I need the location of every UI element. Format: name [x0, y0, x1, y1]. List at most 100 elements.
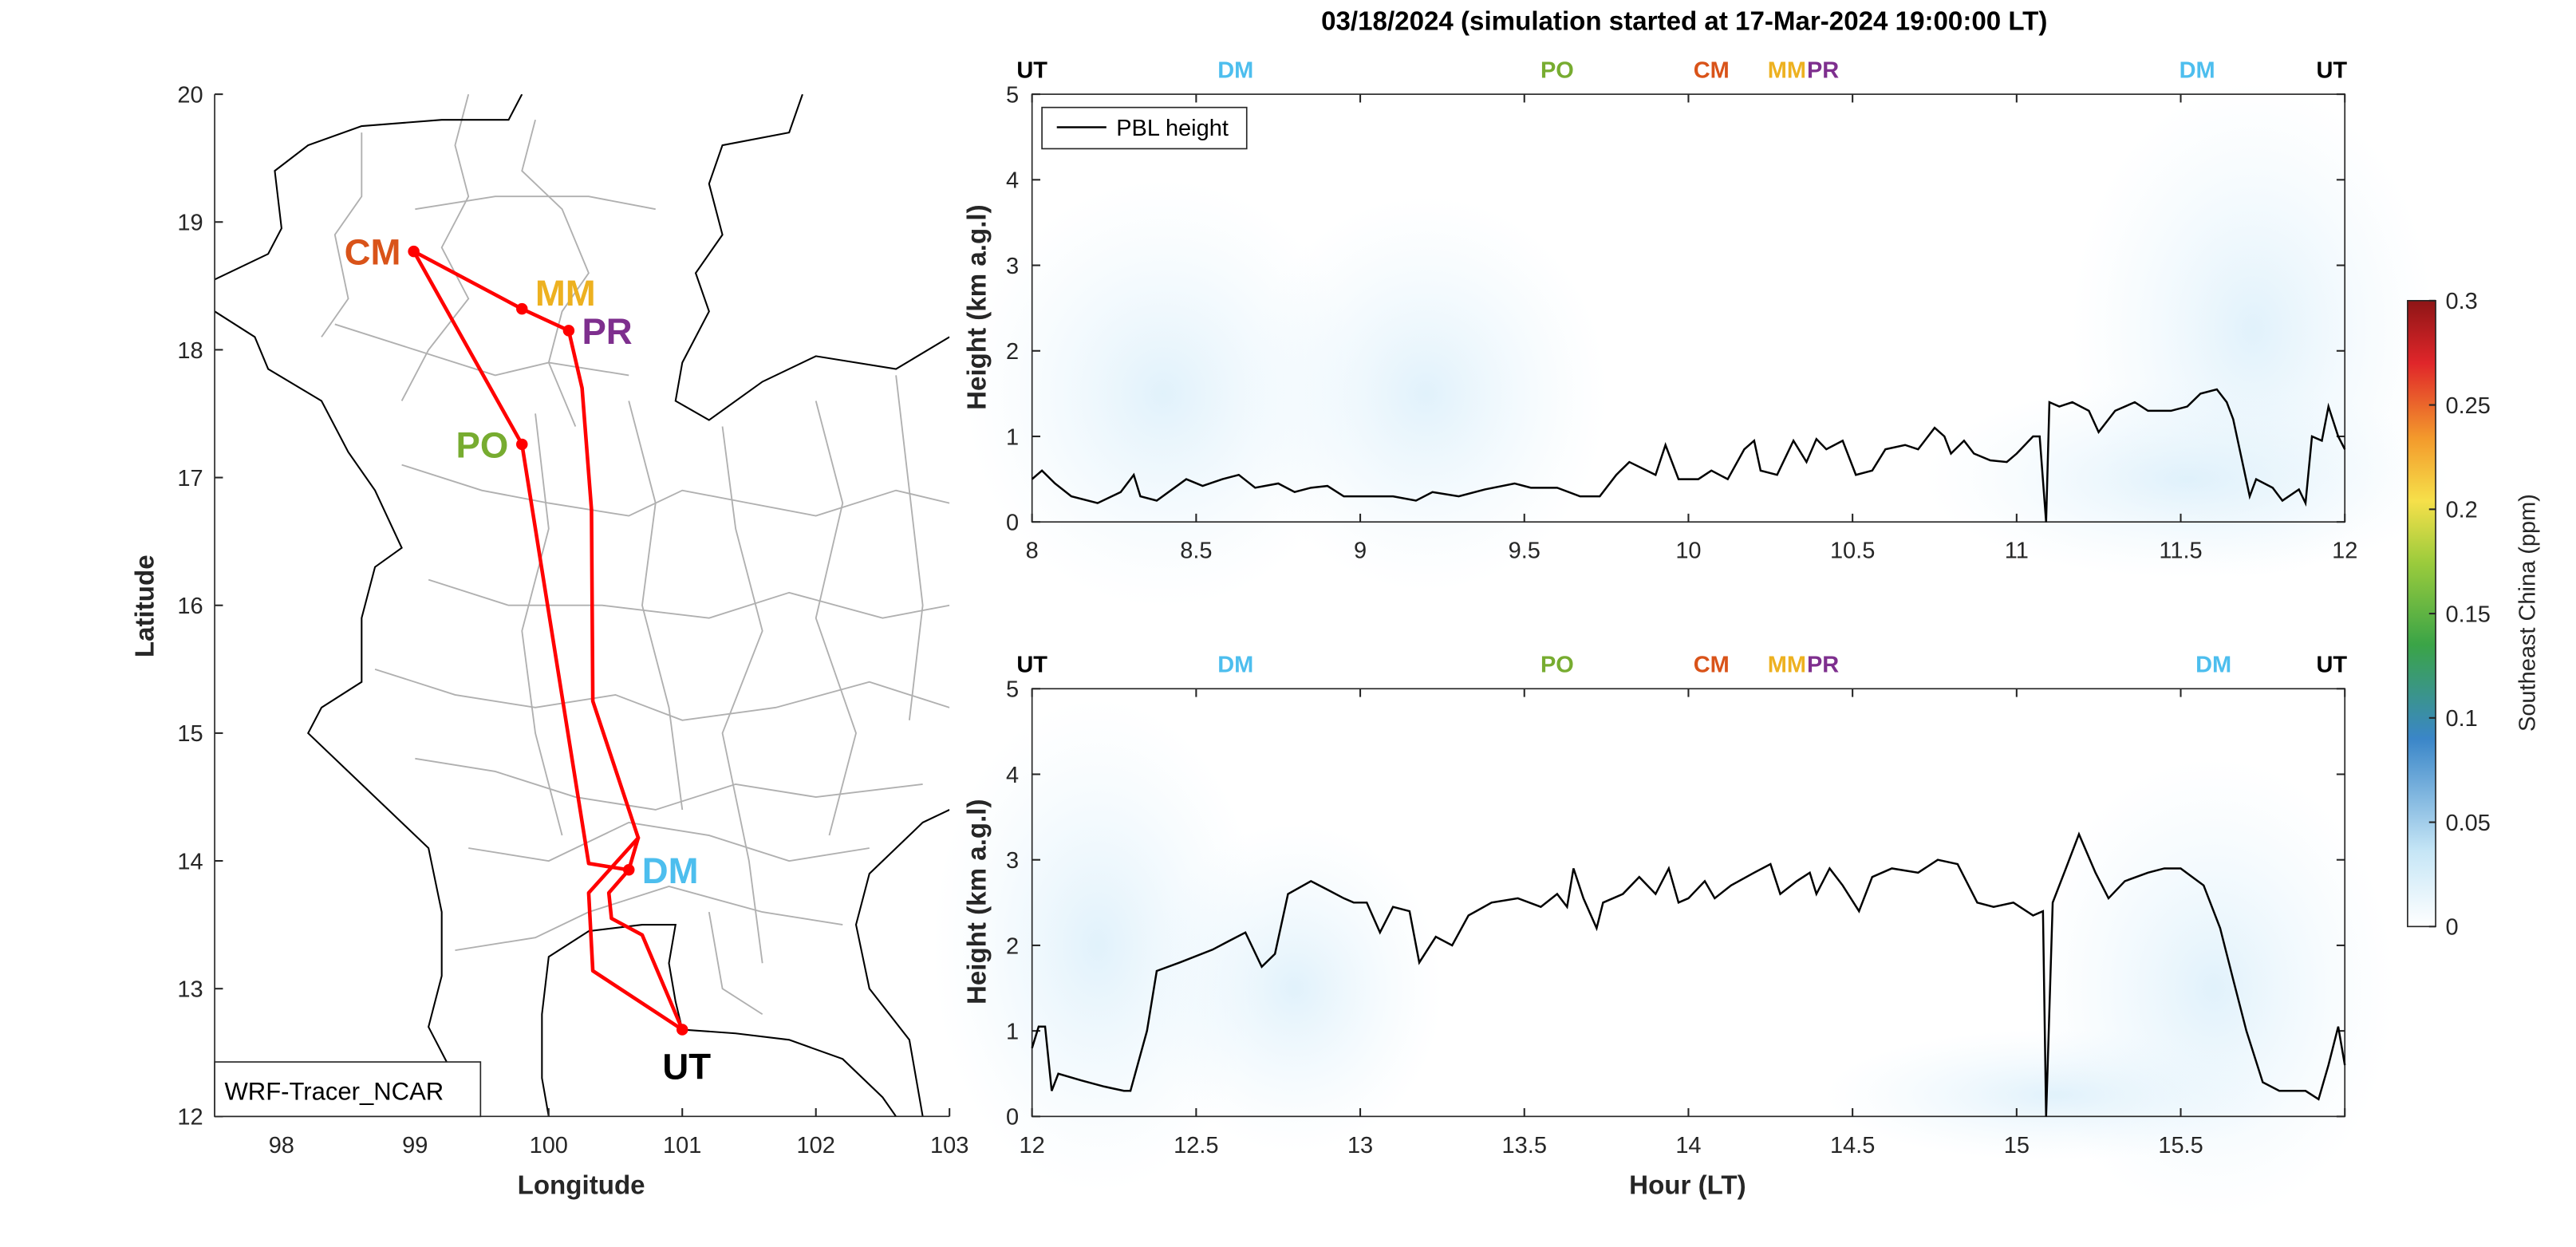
colorbar: Southeast China (ppm) 0 0.05 0.1 0.15 0.2 0.2… — [2407, 289, 2540, 941]
station-label-pr: PR — [582, 311, 632, 352]
station-marker-pr — [562, 325, 575, 337]
bottom-y-tick-label: 0 — [1006, 1105, 1019, 1131]
map-x-tick-label: 102 — [797, 1133, 835, 1158]
top-pbl-height-line — [1031, 388, 2346, 523]
map-y-axis-label: Latitude — [130, 554, 160, 657]
province-boundary — [628, 401, 684, 811]
map-y-tick-label: 20 — [177, 82, 203, 108]
bottom-x-tick-label: 15 — [2004, 1133, 2030, 1158]
bottom-station-mark-ut: UT — [1016, 653, 1047, 678]
province-boundary — [895, 375, 924, 720]
top-y-tick-label: 1 — [1006, 424, 1019, 450]
top-y-axis-label: Height (km a.g.l) — [963, 204, 992, 410]
province-boundary — [321, 132, 363, 337]
province-boundary — [428, 578, 950, 619]
bottom-x-tick-label: 12.5 — [1174, 1133, 1218, 1158]
station-label-cm: CM — [345, 232, 401, 273]
tracer-concentration-shading — [1825, 1028, 2287, 1162]
top-station-mark-po: PO — [1540, 57, 1574, 83]
bottom-x-tick-label: 12 — [1020, 1133, 1045, 1158]
bottom-x-tick-label: 15.5 — [2158, 1133, 2203, 1158]
map-x-tick-label: 101 — [663, 1133, 701, 1158]
bottom-station-mark-cm: CM — [1694, 653, 1730, 678]
map-x-tick-label: 103 — [930, 1133, 968, 1158]
top-station-mark-ut: UT — [1016, 57, 1047, 83]
map-y-tick-label: 13 — [177, 977, 203, 1003]
province-boundary — [415, 195, 656, 211]
map-y-tick-label: 12 — [177, 1105, 203, 1131]
bottom-station-mark-po: PO — [1540, 653, 1574, 678]
map-x-tick-label: 100 — [530, 1133, 568, 1158]
province-boundary — [468, 821, 870, 862]
station-label-ut: UT — [662, 1047, 711, 1087]
figure-title: 03/18/2024 (simulation started at 17-Mar… — [1321, 6, 2047, 36]
legend-label: PBL height — [1116, 116, 1229, 141]
top-station-mark-pr: PR — [1807, 57, 1839, 83]
country-border — [541, 924, 897, 1117]
country-border — [215, 310, 470, 1117]
country-border — [674, 94, 950, 421]
top-x-tick-label: 11.5 — [2159, 539, 2202, 564]
station-marker-mm — [516, 302, 528, 315]
province-boundary — [401, 464, 950, 517]
model-label: WRF-Tracer_NCAR — [225, 1078, 444, 1106]
country-border — [215, 94, 523, 281]
top-station-mark-mm: MM — [1768, 57, 1806, 83]
station-label-dm: DM — [642, 850, 699, 891]
map-y-tick-label: 19 — [177, 211, 203, 236]
top-station-mark-dm: DM — [2180, 57, 2215, 83]
map-x-axis-label: Longitude — [518, 1171, 645, 1201]
bottom-x-axis-label: Hour (LT) — [1629, 1171, 1746, 1201]
top-station-mark-ut: UT — [2316, 57, 2347, 83]
province-boundary — [721, 426, 763, 964]
bottom-x-tick-label: 13 — [1347, 1133, 1373, 1158]
bottom-station-mark-dm: DM — [2195, 653, 2231, 678]
province-boundary — [374, 668, 950, 721]
tracer-concentration-shading — [1146, 823, 1444, 1154]
bottom-y-axis-label: Height (km a.g.l) — [963, 799, 992, 1004]
top-x-tick-label: 8.5 — [1180, 539, 1212, 564]
colorbar-tick-label: 0.05 — [2445, 811, 2490, 836]
country-border — [854, 809, 950, 1117]
bottom-y-tick-label: 3 — [1006, 848, 1019, 874]
province-boundary — [521, 413, 563, 836]
map-x-tick-label: 99 — [402, 1133, 428, 1158]
station-label-mm: MM — [535, 273, 596, 314]
bottom-station-mark-mm: MM — [1768, 653, 1806, 678]
station-marker-ut — [676, 1024, 688, 1036]
map-y-tick-label: 15 — [177, 721, 203, 747]
top-station-mark-cm: CM — [1694, 57, 1730, 83]
model-label-box — [214, 1061, 482, 1118]
top-y-tick-label: 0 — [1006, 511, 1019, 536]
province-boundary — [455, 886, 843, 952]
top-x-tick-label: 9.5 — [1509, 539, 1540, 564]
bottom-x-tick-label: 14 — [1675, 1133, 1701, 1158]
bottom-y-tick-label: 5 — [1006, 677, 1019, 703]
bottom-station-mark-pr: PR — [1807, 653, 1839, 678]
colorbar-tick-label: 0.3 — [2445, 289, 2477, 314]
top-x-tick-label: 11 — [2005, 539, 2029, 564]
station-label-po: PO — [456, 424, 508, 465]
tracer-concentration-shading — [1244, 195, 1608, 592]
colorbar-tick-label: 0.2 — [2445, 498, 2477, 523]
province-boundary — [815, 401, 857, 836]
map-y-tick-label: 14 — [177, 849, 203, 874]
tracer-concentration-shading — [1923, 380, 2452, 578]
top-x-tick-label: 10.5 — [1830, 539, 1875, 564]
bottom-station-mark-dm: DM — [1217, 653, 1253, 678]
bottom-y-tick-label: 1 — [1006, 1019, 1019, 1044]
province-boundary — [400, 94, 470, 401]
bottom-y-tick-label: 2 — [1006, 933, 1019, 959]
top-y-tick-label: 2 — [1006, 339, 1019, 365]
map-y-tick-label: 16 — [177, 594, 203, 619]
bottom-pbl-height-line — [1031, 831, 2346, 1117]
map-y-tick-label: 17 — [177, 466, 203, 491]
colorbar-tick-label: 0 — [2445, 915, 2458, 941]
station-marker-dm — [623, 864, 635, 876]
bottom-station-mark-ut: UT — [2316, 653, 2347, 678]
station-marker-cm — [408, 245, 420, 258]
top-x-tick-label: 10 — [1675, 539, 1701, 564]
